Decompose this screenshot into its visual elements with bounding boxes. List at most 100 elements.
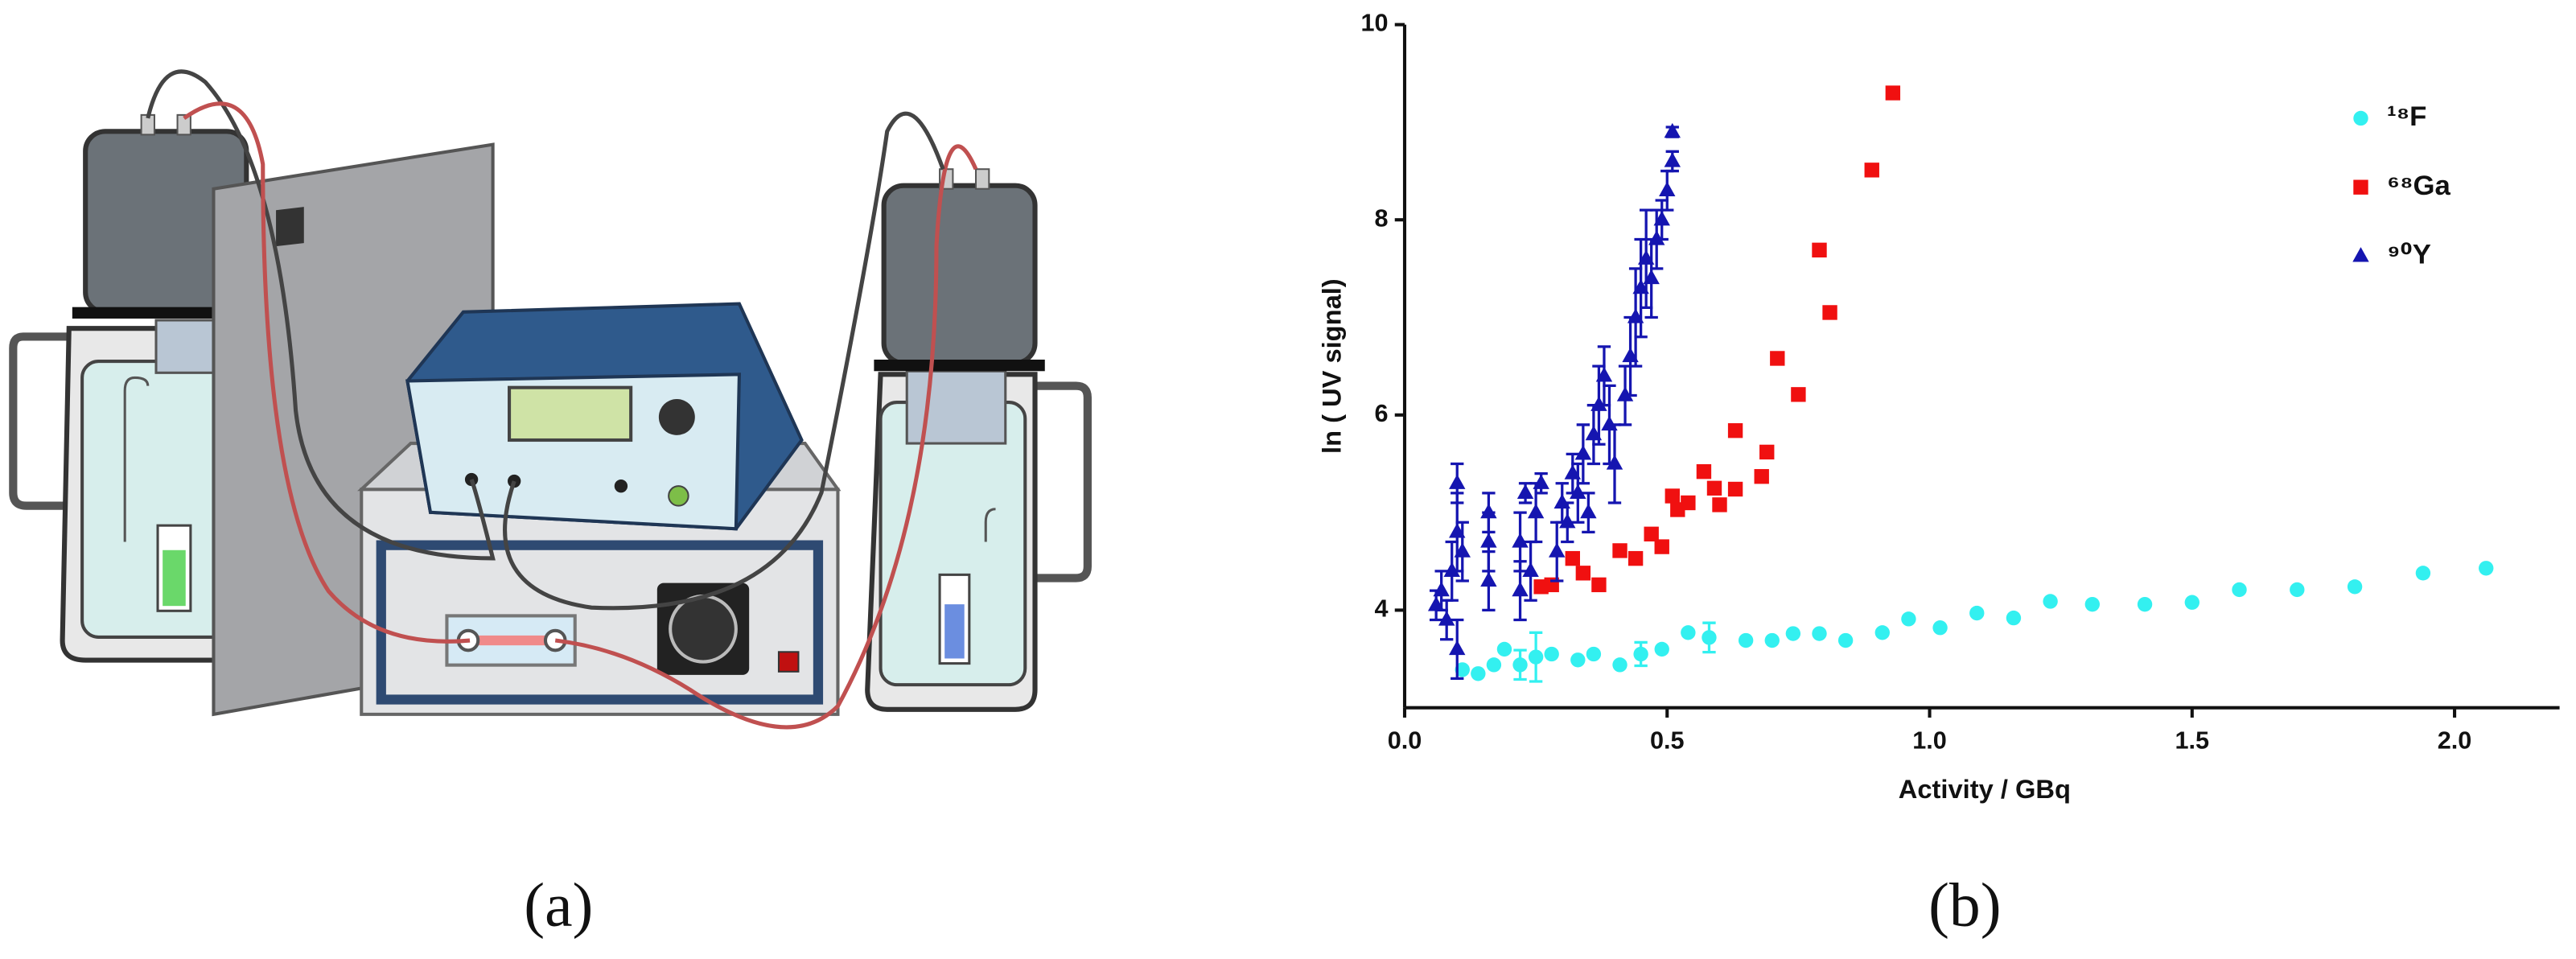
data-point	[1665, 488, 1680, 504]
data-point	[1837, 632, 1854, 648]
data-point	[1643, 269, 1660, 285]
data-point	[1702, 630, 1717, 645]
data-point	[1516, 484, 1534, 499]
data-point	[1438, 611, 1455, 626]
cable	[183, 101, 471, 644]
data-point	[1595, 367, 1613, 382]
x-tick-label: 1.5	[2175, 727, 2210, 755]
data-point	[1885, 85, 1901, 101]
data-point	[1681, 625, 1696, 640]
data-point	[1606, 455, 1623, 470]
data-point	[1785, 626, 1801, 641]
legend-label: ¹⁸F	[2387, 101, 2426, 132]
data-point	[1654, 641, 1669, 657]
data-point	[1932, 620, 1948, 636]
data-point	[1591, 577, 1607, 593]
data-point	[1681, 495, 1696, 511]
legend-label: ⁶⁸Ga	[2387, 171, 2450, 201]
bottle-handle	[9, 332, 69, 510]
data-point	[2043, 594, 2058, 609]
data-point	[1644, 526, 1659, 541]
data-point	[1512, 581, 1529, 597]
data-point	[1527, 503, 1545, 519]
data-point	[2232, 582, 2247, 598]
data-point	[2290, 582, 2305, 598]
legend-marker	[2352, 247, 2369, 262]
cable	[554, 144, 978, 730]
detector-box	[360, 488, 840, 716]
data-point	[1486, 657, 1502, 673]
data-point	[1616, 386, 1634, 401]
data-point	[1522, 562, 1539, 578]
data-point	[1574, 445, 1592, 460]
data-point	[1738, 632, 1754, 648]
data-point	[1754, 469, 1769, 484]
data-point	[1791, 387, 1806, 402]
data-point	[1559, 513, 1576, 529]
data-point	[1901, 611, 1916, 627]
data-point	[2006, 610, 2022, 626]
data-point	[1770, 351, 1785, 366]
data-point	[1449, 640, 1466, 656]
cable	[503, 111, 945, 611]
data-point	[1654, 539, 1669, 554]
x-tick-label: 1.0	[1912, 727, 1947, 755]
data-point	[1864, 163, 1879, 178]
data-point	[1570, 484, 1586, 499]
y-tick-label: 6	[1375, 400, 1389, 427]
data-point	[2084, 596, 2101, 612]
data-point	[1586, 646, 1602, 662]
data-point	[1544, 646, 1559, 662]
data-point	[1648, 230, 1665, 245]
data-point	[1443, 562, 1460, 578]
data-point	[1612, 543, 1627, 558]
apparatus-illustration	[9, 69, 1092, 730]
data-point	[1512, 533, 1529, 548]
data-point	[1712, 497, 1727, 512]
data-point	[1512, 657, 1528, 673]
data-point	[1570, 652, 1586, 668]
data-point	[1480, 503, 1497, 519]
data-point	[2479, 561, 2494, 576]
data-point	[1449, 474, 1466, 489]
plot-area: 0.0 0.5 1.0 1.5 2.0 4 6 8 10 ¹⁸F ⁶⁸Ga ⁹⁰Y	[1360, 10, 2560, 755]
data-point	[1822, 305, 1837, 320]
data-point	[1874, 625, 1890, 640]
data-point	[1454, 542, 1471, 558]
data-point	[1727, 481, 1743, 497]
data-point	[1812, 242, 1827, 258]
data-point	[1633, 646, 1648, 662]
cable	[146, 69, 496, 561]
data-point	[1433, 581, 1450, 597]
data-point	[1480, 533, 1497, 548]
data-point	[1659, 181, 1676, 196]
panel-caption: (b)	[1928, 871, 2001, 940]
data-point	[2415, 566, 2431, 581]
legend-marker	[2353, 179, 2368, 195]
x-axis-label: Activity / GBq	[1899, 774, 2071, 804]
data-point	[1664, 122, 1681, 138]
data-point	[1455, 662, 1470, 677]
data-point	[1565, 550, 1580, 566]
y-tick-label: 4	[1375, 595, 1389, 623]
vial-liquid	[163, 549, 186, 607]
x-tick-label: 0.5	[1650, 727, 1685, 755]
data-point	[1480, 571, 1497, 587]
data-point	[1727, 423, 1743, 438]
data-point	[1533, 474, 1549, 489]
data-point	[1664, 152, 1681, 167]
y-tick-label: 8	[1375, 204, 1389, 232]
data-point	[1528, 649, 1544, 665]
data-point	[2184, 595, 2199, 610]
y-axis-label: ln ( UV signal)	[1316, 278, 1346, 454]
data-point	[2347, 579, 2363, 595]
x-tick-label: 2.0	[2438, 727, 2472, 755]
data-point	[1812, 626, 1827, 641]
tube	[123, 376, 150, 542]
data-point	[1759, 444, 1775, 460]
bottle-band	[72, 307, 253, 319]
data-point	[1580, 503, 1597, 519]
data-point	[1764, 632, 1780, 648]
panel-caption: (a)	[524, 871, 593, 940]
